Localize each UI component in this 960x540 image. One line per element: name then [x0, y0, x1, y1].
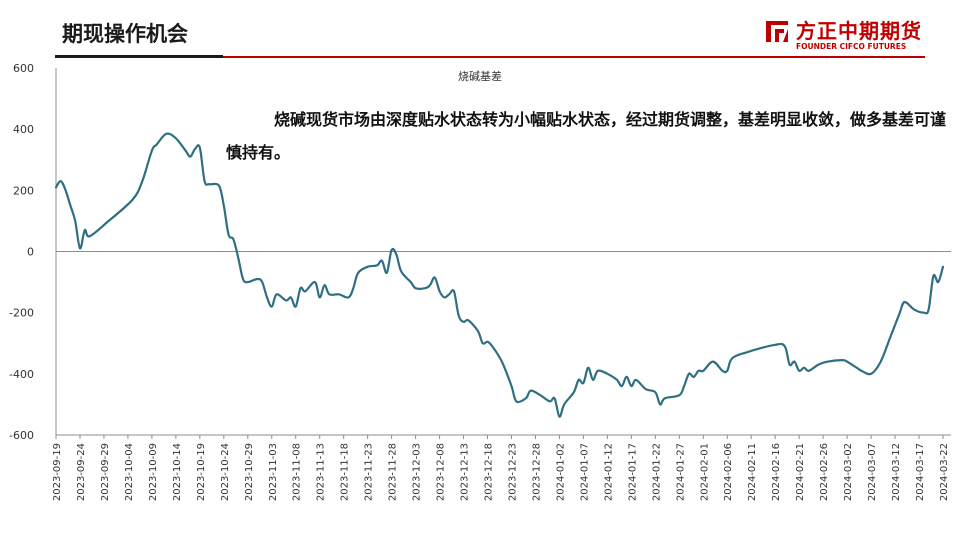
y-tick-label: 200 — [13, 184, 34, 197]
x-tick-label: 2024-02-06 — [723, 443, 734, 501]
y-tick-label: -200 — [9, 307, 34, 320]
x-tick-label: 2024-02-11 — [747, 443, 758, 501]
x-tick-label: 2024-01-27 — [675, 443, 686, 501]
x-tick-label: 2023-10-04 — [124, 443, 135, 501]
title-underline — [55, 55, 223, 58]
x-tick-label: 2024-03-12 — [891, 443, 902, 501]
x-tick-label: 2023-12-08 — [436, 443, 447, 501]
x-tick-label: 2024-02-26 — [819, 443, 830, 501]
x-tick-label: 2024-03-22 — [939, 443, 950, 501]
x-tick-label: 2023-12-28 — [531, 443, 542, 501]
x-tick-label: 2023-10-14 — [172, 443, 183, 501]
x-tick-label: 2023-12-23 — [507, 443, 518, 501]
x-tick-label: 2023-12-18 — [484, 443, 495, 501]
x-tick-label: 2024-01-12 — [603, 443, 614, 501]
x-tick-label: 2024-02-16 — [771, 443, 782, 501]
y-tick-label: -400 — [9, 368, 34, 381]
x-tick-label: 2023-10-19 — [196, 443, 207, 501]
x-tick-label: 2024-01-22 — [651, 443, 662, 501]
brand-logo: 方正中期期货 FOUNDER CIFCO FUTURES — [764, 14, 934, 56]
y-tick-label: -600 — [9, 429, 34, 442]
x-tick-label: 2024-01-02 — [555, 443, 566, 501]
y-tick-labels: 600 400 200 0 -200 -400 -600 — [9, 62, 34, 442]
x-tick-label: 2023-12-03 — [412, 443, 423, 501]
y-tick-label: 0 — [27, 246, 34, 259]
chart-annotation: 烧碱现货市场由深度贴水状态转为小幅贴水状态，经过期货调整，基差明显收敛，做多基差… — [226, 110, 947, 162]
x-tick-label: 2023-10-24 — [220, 443, 231, 501]
x-tick-label: 2024-02-21 — [795, 443, 806, 501]
basis-series-line — [54, 132, 945, 418]
x-tick-labels: 2023-09-19 2023-09-24 2023-09-29 2023-10-04… — [52, 435, 950, 501]
x-tick-label: 2023-11-03 — [268, 443, 279, 501]
x-tick-label: 2023-11-13 — [316, 443, 327, 501]
x-tick-label: 2024-03-07 — [867, 443, 878, 501]
x-tick-label: 2023-12-13 — [460, 443, 471, 501]
x-tick-label: 2023-09-19 — [52, 443, 63, 501]
x-tick-label: 2024-03-02 — [843, 443, 854, 501]
x-tick-label: 2023-10-09 — [148, 443, 159, 501]
x-tick-label: 2024-01-07 — [579, 443, 590, 501]
x-tick-label: 2023-09-29 — [100, 443, 111, 501]
chart-title: 烧碱基差 — [458, 69, 502, 83]
x-tick-label: 2023-11-08 — [292, 443, 303, 501]
x-tick-label: 2023-11-23 — [364, 443, 375, 501]
logo-chinese-name: 方正中期期货 — [796, 19, 922, 43]
x-tick-label: 2023-10-29 — [244, 443, 255, 501]
x-tick-label: 2024-03-17 — [915, 443, 926, 501]
y-tick-label: 600 — [13, 62, 34, 75]
x-tick-label: 2023-11-18 — [340, 443, 351, 501]
x-tick-label: 2023-11-28 — [388, 443, 399, 501]
page-title: 期现操作机会 — [62, 22, 188, 46]
x-tick-label: 2024-01-17 — [627, 443, 638, 501]
logo-english-name: FOUNDER CIFCO FUTURES — [796, 42, 907, 51]
x-tick-label: 2024-02-01 — [699, 443, 710, 501]
x-tick-label: 2023-09-24 — [76, 443, 87, 501]
title-divider — [55, 56, 925, 58]
logo-mark-icon — [766, 21, 788, 42]
y-tick-label: 400 — [13, 123, 34, 136]
